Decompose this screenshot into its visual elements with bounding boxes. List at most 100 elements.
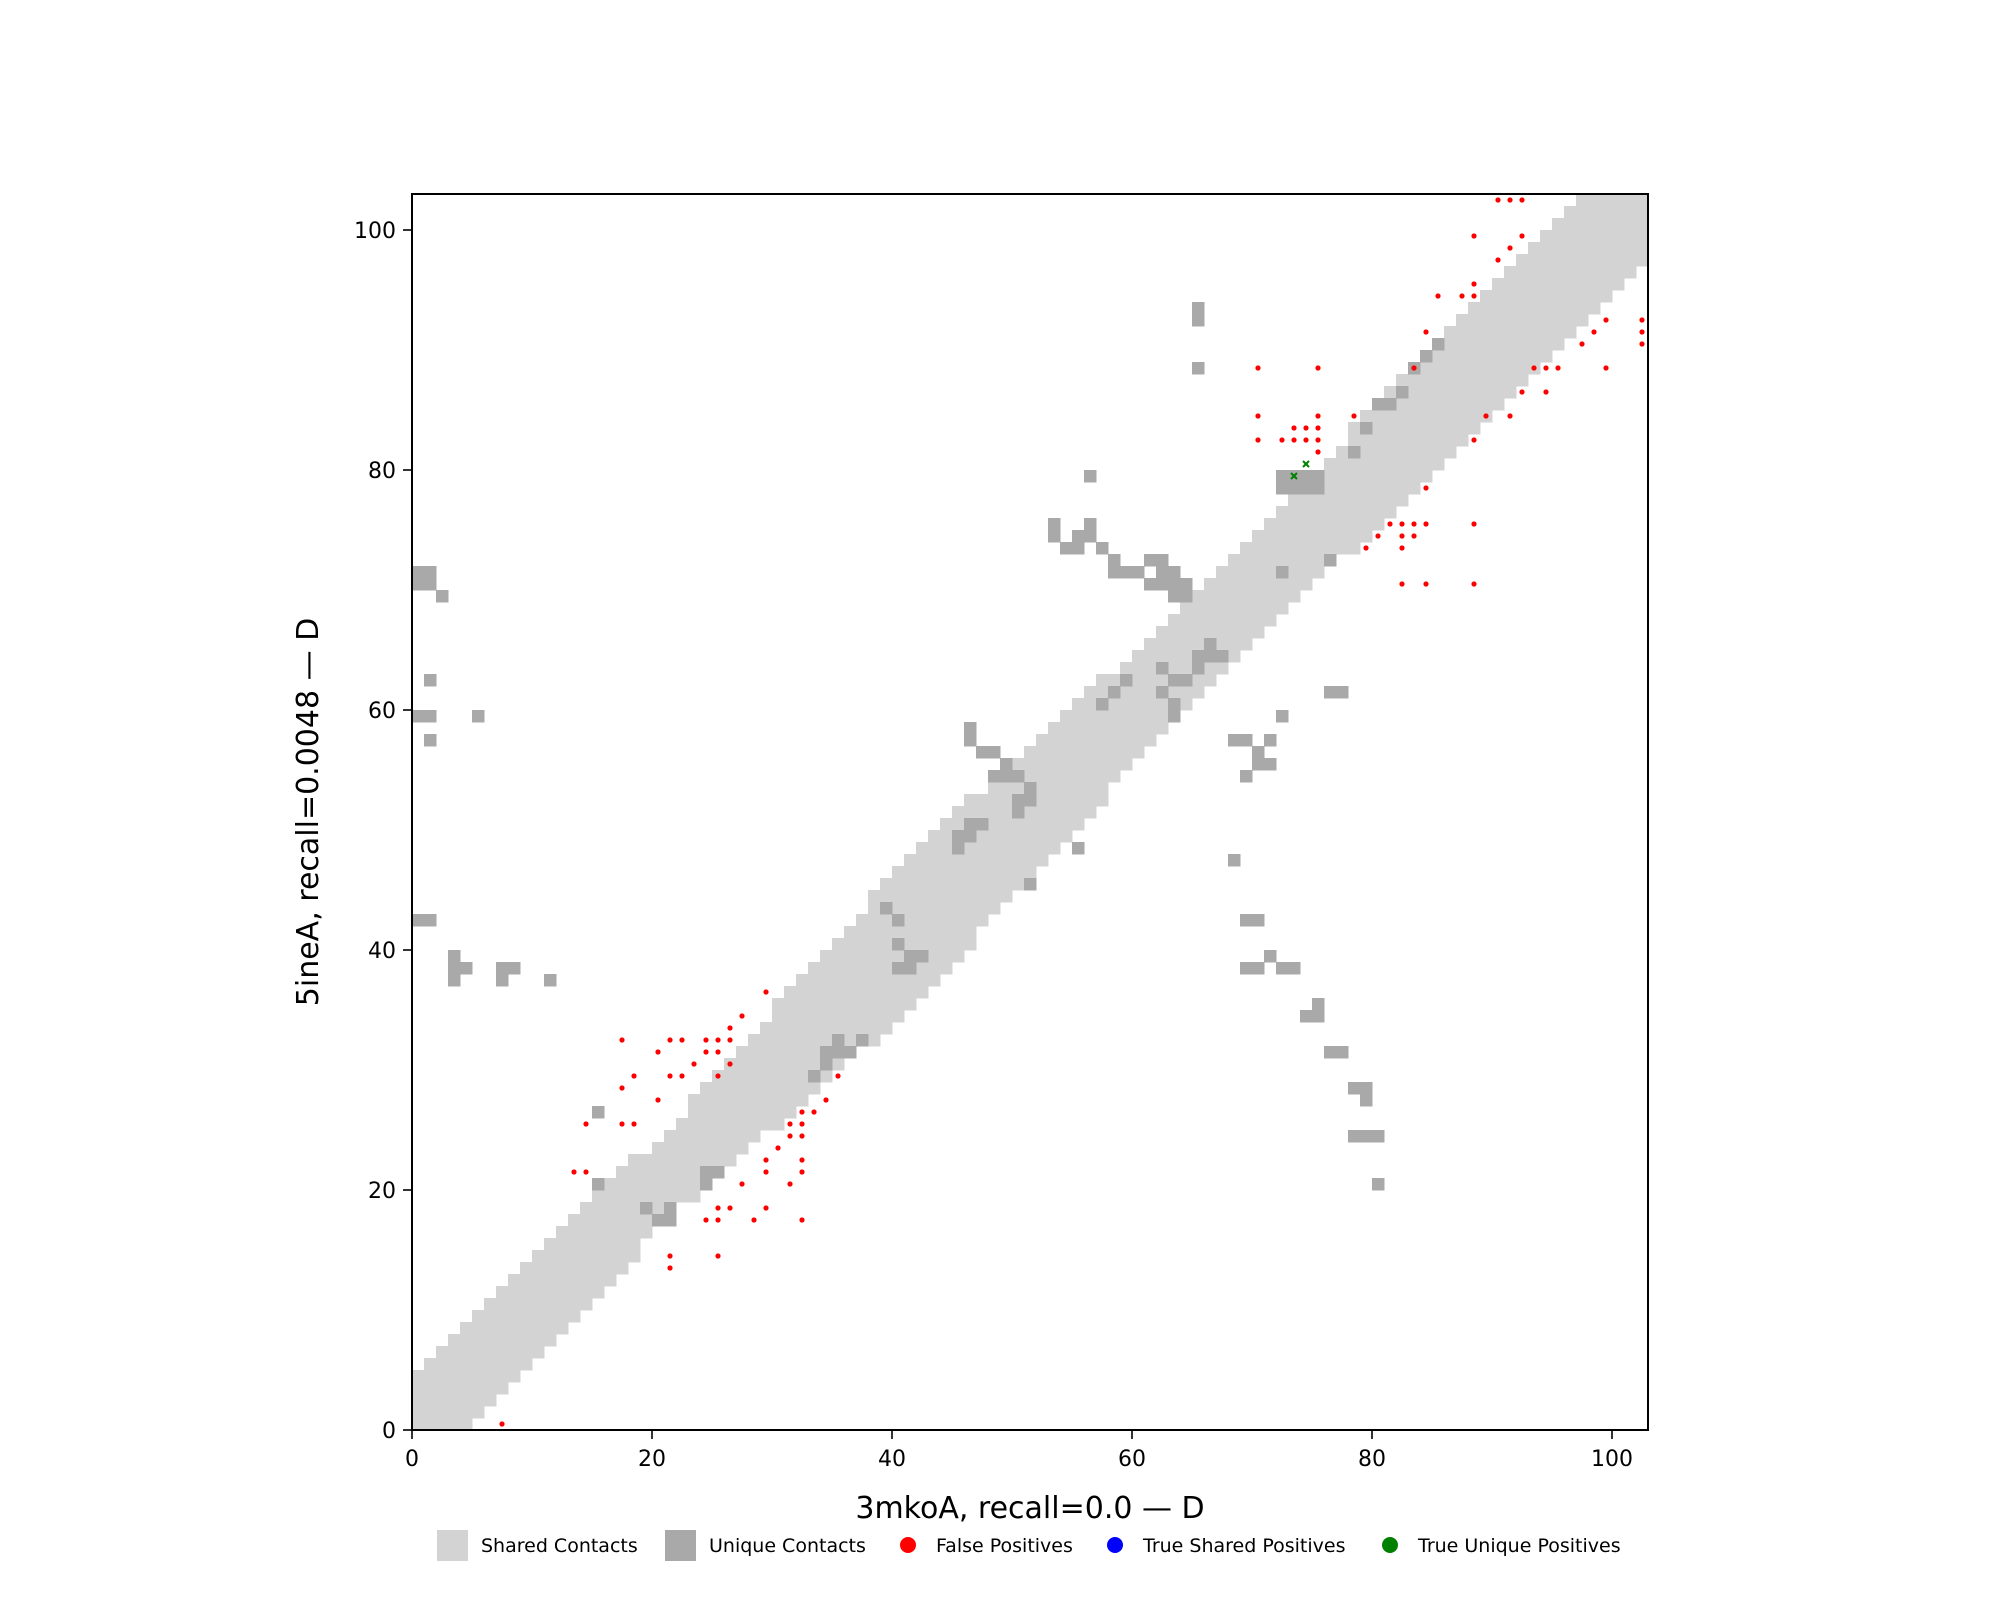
shared-contact-cell <box>856 986 869 999</box>
shared-contact-cell <box>988 902 1001 915</box>
shared-contact-cell <box>1384 458 1397 471</box>
shared-contact-cell <box>1288 530 1301 543</box>
shared-contact-cell <box>844 926 857 939</box>
shared-contact-cell <box>1132 722 1145 735</box>
unique-contact-cell <box>1312 470 1325 483</box>
false-positive-point <box>1639 329 1645 335</box>
shared-contact-cell <box>1516 314 1529 327</box>
unique-contact-cell <box>1204 638 1217 651</box>
unique-contact-cell <box>1276 482 1289 495</box>
shared-contact-cell <box>1336 518 1349 531</box>
shared-contact-cell <box>796 986 809 999</box>
shared-contact-cell <box>1492 278 1505 291</box>
shared-contact-cell <box>1336 446 1349 459</box>
shared-contact-cell <box>640 1226 653 1239</box>
false-positive-point <box>739 1013 745 1019</box>
shared-contact-cell <box>748 1094 761 1107</box>
shared-contact-cell <box>868 938 881 951</box>
shared-contact-cell <box>1420 374 1433 387</box>
shared-contact-cell <box>1588 230 1601 243</box>
shared-contact-cell <box>508 1358 521 1371</box>
shared-contact-cell <box>784 1058 797 1071</box>
shared-contact-cell <box>1012 866 1025 879</box>
shared-contact-cell <box>784 998 797 1011</box>
shared-contact-cell <box>1048 782 1061 795</box>
shared-contact-cell <box>460 1370 473 1383</box>
shared-contact-cell <box>1132 686 1145 699</box>
shared-contact-cell <box>1144 698 1157 711</box>
shared-contact-cell <box>988 782 1001 795</box>
shared-contact-cell <box>1468 410 1481 423</box>
shared-contact-cell <box>424 1418 437 1431</box>
shared-contact-cell <box>1600 266 1613 279</box>
shared-contact-cell <box>496 1358 509 1371</box>
false-positive-point <box>1303 425 1309 431</box>
shared-contact-cell <box>1636 254 1649 267</box>
legend: Shared Contacts Unique Contacts False Po… <box>437 1530 1621 1561</box>
shared-contact-cell <box>940 962 953 975</box>
shared-contact-cell <box>1456 386 1469 399</box>
shared-contact-cell <box>628 1166 641 1179</box>
unique-contact-cell <box>1096 542 1109 555</box>
x-tick-label: 0 <box>405 1447 419 1472</box>
false-positive-point <box>763 1205 769 1211</box>
shared-contact-cell <box>616 1178 629 1191</box>
false-positive-point <box>703 1049 709 1055</box>
shared-contact-cell <box>1528 290 1541 303</box>
shared-contact-cell <box>1216 602 1229 615</box>
shared-contact-cell <box>484 1310 497 1323</box>
shared-contact-cell <box>916 914 929 927</box>
shared-contact-cell <box>496 1346 509 1359</box>
unique-contact-cell <box>1120 566 1133 579</box>
shared-contact-cell <box>1252 602 1265 615</box>
shared-contact-cell <box>712 1130 725 1143</box>
shared-contact-cell <box>544 1310 557 1323</box>
shared-contact-cell <box>544 1334 557 1347</box>
unique-contact-cell <box>1192 302 1205 315</box>
shared-contact-cell <box>1324 458 1337 471</box>
shared-contact-cell <box>1252 554 1265 567</box>
shared-contact-cell <box>1504 362 1517 375</box>
shared-contact-cell <box>760 1094 773 1107</box>
false-positive-point <box>1603 365 1609 371</box>
shared-contact-cell <box>1048 842 1061 855</box>
shared-contact-cell <box>616 1226 629 1239</box>
shared-contact-cell <box>940 950 953 963</box>
shared-contact-cell <box>892 986 905 999</box>
shared-contact-cell <box>748 1118 761 1131</box>
shared-contact-cell <box>1432 350 1445 363</box>
shared-contact-cell <box>1240 542 1253 555</box>
unique-contact-cell <box>1252 746 1265 759</box>
shared-contact-cell <box>988 794 1001 807</box>
shared-contact-cell <box>940 890 953 903</box>
shared-contact-cell <box>808 974 821 987</box>
shared-contact-cell <box>760 1070 773 1083</box>
shared-contact-cell <box>1564 290 1577 303</box>
shared-contact-cell <box>1360 506 1373 519</box>
shared-contacts-layer <box>412 194 1649 1431</box>
unique-contact-cell <box>1240 770 1253 783</box>
shared-contact-cell <box>904 926 917 939</box>
shared-contact-cell <box>568 1274 581 1287</box>
shared-contact-cell <box>1516 362 1529 375</box>
shared-contact-cell <box>1084 698 1097 711</box>
shared-contact-cell <box>616 1214 629 1227</box>
shared-contact-cell <box>748 1070 761 1083</box>
unique-contact-cell <box>544 974 557 987</box>
shared-contact-cell <box>1588 290 1601 303</box>
shared-contact-cell <box>1072 734 1085 747</box>
shared-contact-cell <box>928 842 941 855</box>
shared-contact-cell <box>1204 578 1217 591</box>
shared-contact-cell <box>544 1262 557 1275</box>
shared-contact-cell <box>976 890 989 903</box>
false-positive-point <box>1423 485 1429 491</box>
shared-contact-cell <box>1096 710 1109 723</box>
shared-contact-cell <box>1336 458 1349 471</box>
shared-contact-cell <box>1072 806 1085 819</box>
false-positive-point <box>703 1217 709 1223</box>
unique-contact-cell <box>1360 1130 1373 1143</box>
shared-contact-cell <box>532 1346 545 1359</box>
shared-contact-cell <box>1096 782 1109 795</box>
shared-contact-cell <box>976 902 989 915</box>
shared-contact-cell <box>520 1358 533 1371</box>
